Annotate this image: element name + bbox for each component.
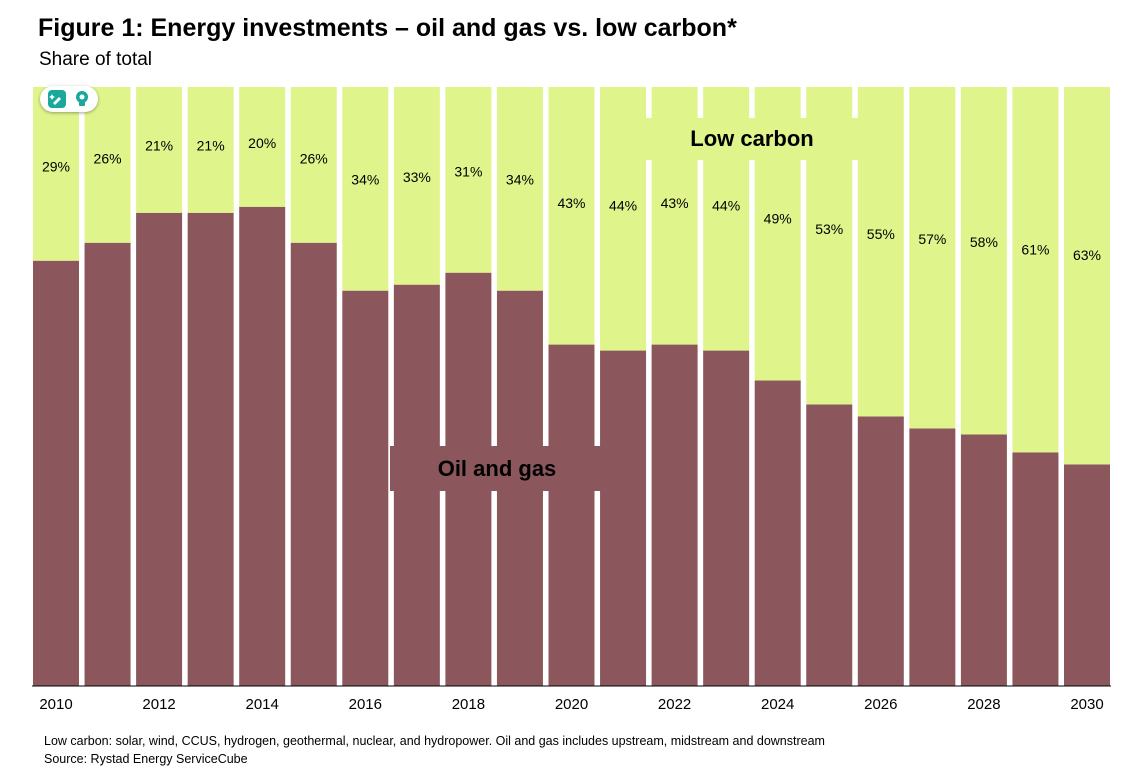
data-label-low-carbon-2020: 43% [557, 195, 585, 211]
bar-oil-and-gas-2012 [136, 212, 183, 687]
bar-low-carbon-2028 [960, 87, 1007, 435]
x-tick-label-2018: 2018 [452, 696, 485, 713]
data-label-low-carbon-2024: 49% [764, 210, 792, 226]
data-label-low-carbon-2018: 31% [454, 164, 482, 180]
series-label-oil-and-gas: Oil and gas [438, 456, 557, 481]
series-label-low-carbon: Low carbon [690, 126, 813, 151]
bar-oil-and-gas-2013 [187, 212, 234, 687]
bar-low-carbon-2011 [84, 87, 131, 243]
bar-oil-and-gas-2010 [33, 260, 79, 686]
data-label-low-carbon-2013: 21% [197, 138, 225, 154]
bar-low-carbon-2012 [136, 87, 183, 213]
bar-oil-and-gas-2020 [548, 344, 595, 686]
data-label-low-carbon-2028: 58% [970, 234, 998, 250]
data-labels-layer: 29% 26% 21% 21% 20% 26% 34% 33% 31% 34% 43% 44% 43% 4… [42, 135, 1101, 263]
bar-low-carbon-2014 [239, 87, 286, 207]
x-tick-label-2030: 2030 [1070, 696, 1103, 713]
bar-oil-and-gas-2028 [960, 434, 1007, 686]
bar-low-carbon-2017 [393, 87, 440, 285]
bar-low-carbon-2010 [33, 87, 79, 261]
data-label-low-carbon-2027: 57% [918, 231, 946, 247]
bar-oil-and-gas-2030 [1064, 464, 1110, 686]
chart-title: Figure 1: Energy investments – oil and g… [38, 14, 737, 42]
x-tick-label-2014: 2014 [246, 696, 279, 713]
bar-oil-and-gas-2024 [754, 380, 801, 686]
x-tick-label-2012: 2012 [142, 696, 175, 713]
x-tick-label-2028: 2028 [967, 696, 1000, 713]
lightbulb-icon[interactable] [72, 89, 92, 109]
bar-oil-and-gas-2021 [600, 350, 647, 686]
edit-sparkle-icon[interactable] [47, 89, 67, 109]
chart-footnote: Low carbon: solar, wind, CCUS, hydrogen,… [44, 734, 825, 748]
bar-low-carbon-2026 [857, 87, 904, 417]
bar-low-carbon-2029 [1012, 87, 1059, 453]
data-label-low-carbon-2015: 26% [300, 151, 328, 167]
x-tick-label-2020: 2020 [555, 696, 588, 713]
x-tick-label-2010: 2010 [39, 696, 72, 713]
data-label-low-carbon-2023: 44% [712, 197, 740, 213]
bar-oil-and-gas-2023 [703, 350, 750, 686]
bar-low-carbon-2027 [909, 87, 956, 429]
bar-low-carbon-2019 [496, 87, 543, 291]
data-label-low-carbon-2026: 55% [867, 226, 895, 242]
data-label-low-carbon-2030: 63% [1073, 247, 1101, 263]
data-label-low-carbon-2016: 34% [351, 171, 379, 187]
bar-oil-and-gas-2027 [909, 428, 956, 686]
data-label-low-carbon-2014: 20% [248, 135, 276, 151]
data-label-low-carbon-2010: 29% [42, 158, 70, 174]
bar-oil-and-gas-2015 [290, 242, 337, 687]
series-labels-layer: Low carbon Oil and gas [390, 118, 858, 491]
bars-layer [33, 87, 1110, 687]
chart-subtitle: Share of total [39, 49, 153, 70]
bar-oil-and-gas-2014 [239, 206, 286, 687]
data-label-low-carbon-2017: 33% [403, 169, 431, 185]
bar-low-carbon-2015 [290, 87, 337, 243]
series-label-bg-oil-and-gas [390, 446, 604, 491]
series-label-bg-low-carbon [646, 118, 858, 160]
data-label-low-carbon-2012: 21% [145, 138, 173, 154]
data-label-low-carbon-2025: 53% [815, 221, 843, 237]
floating-toolbar[interactable] [40, 86, 98, 112]
bar-low-carbon-2020 [548, 87, 595, 345]
x-tick-labels-layer: 2010 2012 2014 2016 2018 2020 2022 2024 2026 2028… [39, 696, 1103, 713]
bar-oil-and-gas-2022 [651, 344, 698, 686]
data-label-low-carbon-2021: 44% [609, 197, 637, 213]
bar-oil-and-gas-2011 [84, 242, 131, 687]
data-label-low-carbon-2019: 34% [506, 171, 534, 187]
data-label-low-carbon-2029: 61% [1021, 242, 1049, 258]
bar-low-carbon-2030 [1064, 87, 1110, 465]
bar-low-carbon-2021 [600, 87, 647, 351]
bar-oil-and-gas-2016 [342, 290, 389, 686]
data-label-low-carbon-2022: 43% [661, 195, 689, 211]
bar-oil-and-gas-2026 [857, 416, 904, 686]
x-tick-label-2024: 2024 [761, 696, 794, 713]
bar-low-carbon-2016 [342, 87, 389, 291]
x-tick-label-2026: 2026 [864, 696, 897, 713]
bar-low-carbon-2018 [445, 87, 492, 273]
data-label-low-carbon-2011: 26% [94, 151, 122, 167]
x-tick-label-2022: 2022 [658, 696, 691, 713]
chart-source: Source: Rystad Energy ServiceCube [44, 752, 248, 766]
x-tick-label-2016: 2016 [349, 696, 382, 713]
bar-oil-and-gas-2025 [806, 404, 853, 686]
bar-low-carbon-2013 [187, 87, 234, 213]
bar-oil-and-gas-2029 [1012, 452, 1059, 686]
